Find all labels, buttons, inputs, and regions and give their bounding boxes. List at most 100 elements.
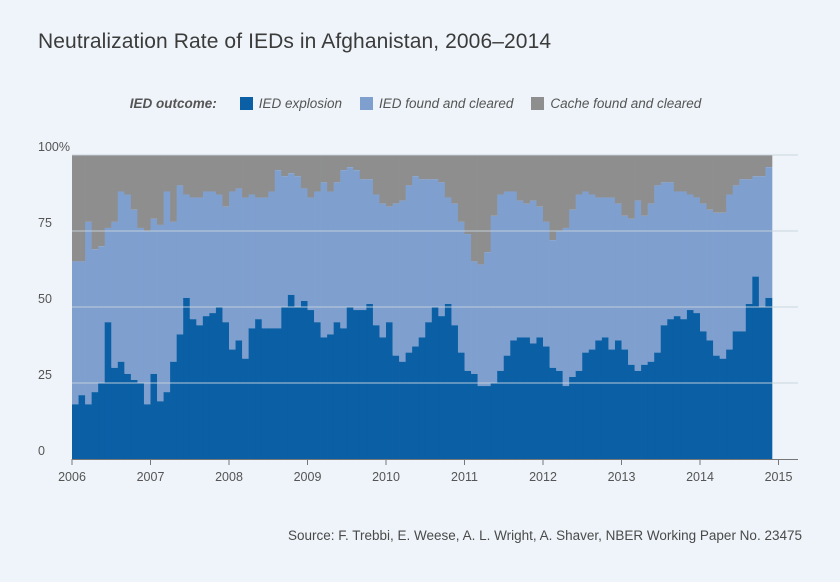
bar-ied-found-cleared [372,194,380,326]
bar-ied-found-cleared [595,197,603,341]
bar-ied-explosion [680,319,688,459]
bar-cache-found-cleared [621,155,629,216]
legend-label-ied-explosion: IED explosion [258,96,343,111]
bar-ied-explosion [405,352,413,459]
x-tick-label: 2012 [529,470,557,484]
source-note: Source: F. Trebbi, E. Weese, A. L. Wrigh… [287,528,802,543]
bar-ied-found-cleared [765,167,773,298]
bar-ied-explosion [543,346,550,459]
bar-ied-found-cleared [713,212,720,356]
legend-item-ied-explosion: IED explosion [239,96,343,111]
bar-cache-found-cleared [333,155,341,183]
y-tick-label: 100% [38,140,70,154]
bar-ied-found-cleared [536,206,544,338]
bar-ied-explosion [745,303,753,459]
bar-ied-explosion [641,364,649,459]
bar-ied-found-cleared [261,197,269,329]
bar-cache-found-cleared [163,155,171,192]
bar-ied-found-cleared [438,182,446,317]
bar-ied-explosion [242,358,249,459]
bar-cache-found-cleared [713,155,720,213]
bar-ied-explosion [673,316,681,459]
y-tick-label: 25 [38,368,52,382]
bar-ied-explosion [170,361,178,459]
bar-cache-found-cleared [614,155,622,204]
bar-ied-explosion [235,340,243,459]
bar-ied-found-cleared [628,218,635,365]
bar-cache-found-cleared [261,155,269,198]
bar-cache-found-cleared [143,155,151,231]
bar-ied-found-cleared [686,194,694,311]
bar-cache-found-cleared [471,155,478,262]
bar-cache-found-cleared [726,155,734,195]
bar-ied-found-cleared [104,227,112,323]
bar-cache-found-cleared [104,155,112,228]
legend-swatch-ied-explosion [239,97,253,110]
bar-ied-found-cleared [418,179,426,338]
bar-ied-explosion [91,392,99,459]
bar-ied-found-cleared [529,200,537,344]
bar-cache-found-cleared [111,155,119,222]
bar-ied-explosion [137,383,145,459]
y-tick-label: 50 [38,292,52,306]
bar-cache-found-cleared [242,155,249,198]
bar-ied-found-cleared [457,221,465,353]
bar-ied-found-cleared [654,185,662,353]
bar-ied-found-cleared [405,185,413,353]
bar-cache-found-cleared [752,155,760,177]
x-tick-label: 2007 [137,470,165,484]
bar-ied-explosion [222,322,230,459]
bar-cache-found-cleared [562,155,570,228]
bar-cache-found-cleared [543,155,550,222]
bar-ied-found-cleared [719,212,727,359]
bar-ied-found-cleared [543,221,550,347]
bar-ied-found-cleared [333,182,341,323]
bar-cache-found-cleared [405,155,413,186]
bar-ied-found-cleared [510,191,518,341]
bar-ied-found-cleared [163,191,171,393]
bar-ied-explosion [98,383,106,459]
bar-ied-found-cleared [641,215,649,365]
bar-cache-found-cleared [444,155,452,198]
bar-ied-explosion [209,313,217,459]
bar-ied-explosion [130,379,138,459]
bar-ied-explosion [686,310,694,459]
bar-ied-explosion [157,401,164,459]
bar-cache-found-cleared [634,155,642,201]
bar-cache-found-cleared [425,155,433,180]
legend-label-ied-found-cleared: IED found and cleared [379,96,514,111]
bar-cache-found-cleared [516,155,524,201]
bar-ied-explosion [503,355,511,459]
bar-cache-found-cleared [150,155,158,219]
bar-ied-found-cleared [242,197,249,359]
bar-cache-found-cleared [307,155,315,198]
x-tick-label: 2013 [608,470,636,484]
bar-cache-found-cleared [654,155,662,186]
y-tick-label: 75 [38,216,52,230]
bar-ied-found-cleared [130,209,138,380]
bar-cache-found-cleared [451,155,459,204]
bar-cache-found-cleared [248,155,256,195]
bar-ied-found-cleared [209,191,217,314]
bar-ied-explosion [104,322,112,459]
bar-ied-found-cleared [222,206,230,323]
bar-cache-found-cleared [189,155,197,198]
bar-cache-found-cleared [340,155,348,171]
bar-ied-explosion [765,297,773,459]
bar-ied-found-cleared [215,194,223,307]
bar-cache-found-cleared [588,155,596,195]
bar-ied-explosion [451,325,459,459]
x-tick-label: 2009 [294,470,322,484]
bar-ied-explosion [471,373,478,459]
bar-cache-found-cleared [732,155,740,186]
bar-ied-explosion [562,386,570,459]
bar-cache-found-cleared [582,155,590,192]
bar-ied-explosion [229,349,236,459]
bar-cache-found-cleared [490,155,498,216]
bar-ied-explosion [261,328,269,459]
bar-ied-explosion [569,376,577,459]
bar-cache-found-cleared [641,155,649,216]
bar-ied-explosion [189,319,197,459]
bar-ied-found-cleared [444,197,452,304]
bar-cache-found-cleared [693,155,701,198]
